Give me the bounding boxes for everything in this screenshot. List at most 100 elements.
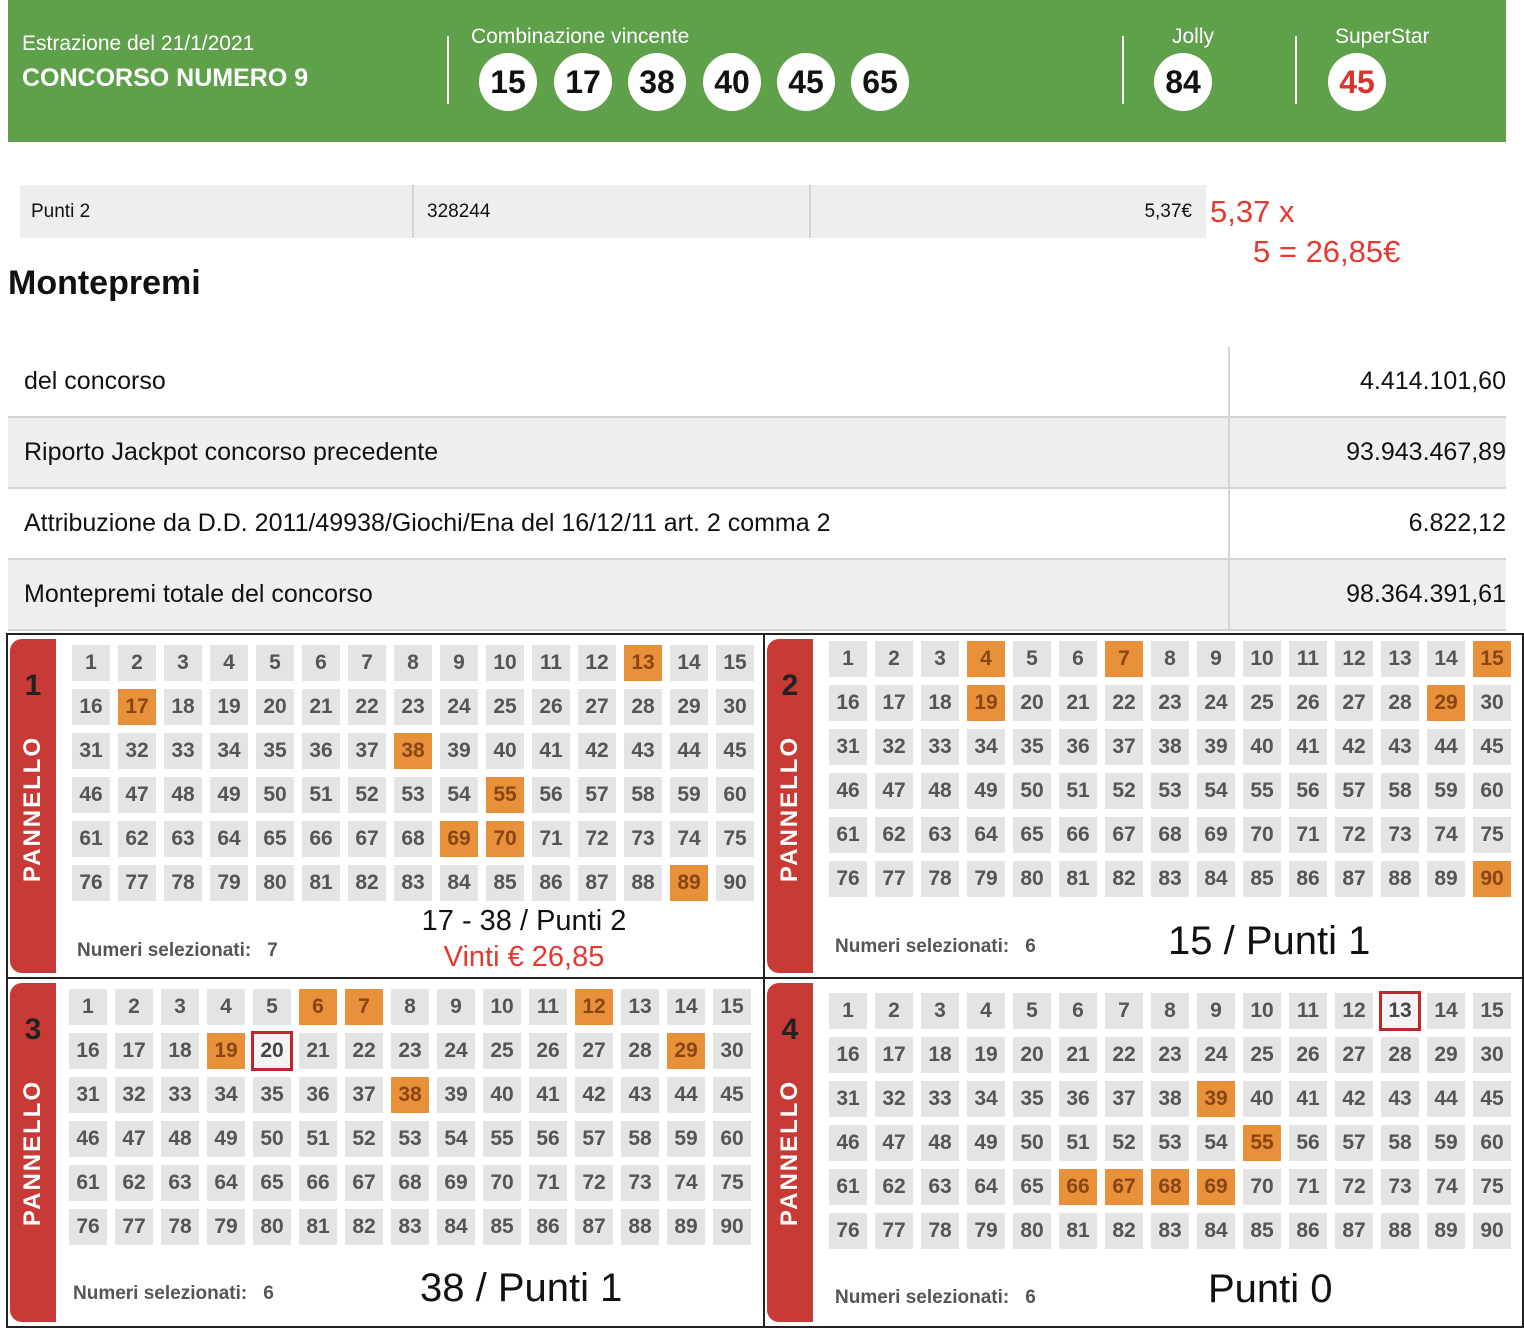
number-cell[interactable]: 62 [118, 821, 156, 857]
number-cell[interactable]: 68 [1151, 817, 1189, 853]
number-cell-selected[interactable]: 68 [1151, 1169, 1189, 1205]
number-cell[interactable]: 9 [1197, 641, 1235, 677]
number-cell[interactable]: 67 [345, 1165, 383, 1201]
number-cell[interactable]: 27 [578, 689, 616, 725]
number-cell[interactable]: 88 [624, 865, 662, 901]
number-cell[interactable]: 12 [1335, 641, 1373, 677]
number-cell[interactable]: 78 [161, 1209, 199, 1245]
number-cell[interactable]: 86 [1289, 861, 1327, 897]
number-cell[interactable]: 24 [437, 1033, 475, 1069]
number-cell-selected[interactable]: 90 [1473, 861, 1511, 897]
number-cell[interactable]: 65 [256, 821, 294, 857]
number-cell[interactable]: 33 [921, 1081, 959, 1117]
number-cell-selected[interactable]: 67 [1105, 1169, 1143, 1205]
number-cell[interactable]: 45 [1473, 729, 1511, 765]
number-cell[interactable]: 89 [1427, 861, 1465, 897]
number-cell[interactable]: 52 [345, 1121, 383, 1157]
number-cell[interactable]: 54 [1197, 1125, 1235, 1161]
number-cell[interactable]: 32 [118, 733, 156, 769]
number-cell[interactable]: 63 [161, 1165, 199, 1201]
number-cell[interactable]: 51 [1059, 773, 1097, 809]
number-cell[interactable]: 66 [1059, 817, 1097, 853]
number-cell[interactable]: 31 [829, 729, 867, 765]
number-cell[interactable]: 26 [1289, 685, 1327, 721]
number-cell[interactable]: 55 [483, 1121, 521, 1157]
number-cell[interactable]: 6 [1059, 993, 1097, 1029]
number-cell[interactable]: 43 [621, 1077, 659, 1113]
number-cell[interactable]: 1 [829, 641, 867, 677]
number-cell[interactable]: 46 [69, 1121, 107, 1157]
number-cell[interactable]: 73 [624, 821, 662, 857]
number-cell[interactable]: 70 [1243, 1169, 1281, 1205]
number-cell[interactable]: 32 [115, 1077, 153, 1113]
number-cell[interactable]: 39 [440, 733, 478, 769]
number-cell[interactable]: 14 [1427, 641, 1465, 677]
number-cell[interactable]: 62 [875, 1169, 913, 1205]
number-cell-highlighted[interactable]: 13 [1379, 991, 1421, 1031]
number-cell[interactable]: 15 [716, 645, 754, 681]
number-cell[interactable]: 42 [1335, 729, 1373, 765]
number-cell[interactable]: 56 [1289, 1125, 1327, 1161]
number-cell[interactable]: 52 [1105, 773, 1143, 809]
number-cell[interactable]: 1 [829, 993, 867, 1029]
number-cell[interactable]: 11 [529, 989, 567, 1025]
number-cell[interactable]: 76 [829, 1213, 867, 1249]
number-cell[interactable]: 61 [69, 1165, 107, 1201]
number-cell[interactable]: 47 [118, 777, 156, 813]
number-cell[interactable]: 50 [1013, 1125, 1051, 1161]
number-cell[interactable]: 72 [578, 821, 616, 857]
number-cell[interactable]: 79 [967, 861, 1005, 897]
number-cell[interactable]: 42 [575, 1077, 613, 1113]
number-cell-selected[interactable]: 7 [345, 989, 383, 1025]
number-cell[interactable]: 88 [621, 1209, 659, 1245]
number-cell-selected[interactable]: 12 [575, 989, 613, 1025]
number-cell[interactable]: 42 [578, 733, 616, 769]
number-cell[interactable]: 77 [118, 865, 156, 901]
number-cell[interactable]: 26 [532, 689, 570, 725]
number-cell-selected[interactable]: 17 [118, 689, 156, 725]
number-cell[interactable]: 77 [875, 1213, 913, 1249]
number-cell[interactable]: 75 [716, 821, 754, 857]
number-cell[interactable]: 8 [1151, 641, 1189, 677]
number-cell[interactable]: 66 [302, 821, 340, 857]
number-cell[interactable]: 70 [1243, 817, 1281, 853]
number-cell[interactable]: 1 [72, 645, 110, 681]
number-cell[interactable]: 37 [348, 733, 386, 769]
number-cell[interactable]: 20 [256, 689, 294, 725]
number-cell[interactable]: 66 [299, 1165, 337, 1201]
number-cell[interactable]: 34 [207, 1077, 245, 1113]
number-cell[interactable]: 60 [1473, 773, 1511, 809]
number-cell[interactable]: 28 [1381, 685, 1419, 721]
number-cell[interactable]: 3 [164, 645, 202, 681]
number-cell[interactable]: 83 [1151, 861, 1189, 897]
number-cell[interactable]: 68 [394, 821, 432, 857]
number-cell[interactable]: 65 [1013, 1169, 1051, 1205]
number-cell[interactable]: 49 [967, 1125, 1005, 1161]
number-cell[interactable]: 60 [716, 777, 754, 813]
number-cell[interactable]: 12 [1335, 993, 1373, 1029]
number-cell[interactable]: 82 [1105, 1213, 1143, 1249]
number-cell[interactable]: 39 [437, 1077, 475, 1113]
number-cell[interactable]: 84 [437, 1209, 475, 1245]
number-cell[interactable]: 6 [302, 645, 340, 681]
number-cell[interactable]: 69 [437, 1165, 475, 1201]
number-cell[interactable]: 86 [1289, 1213, 1327, 1249]
number-cell[interactable]: 2 [115, 989, 153, 1025]
number-cell[interactable]: 80 [256, 865, 294, 901]
number-cell[interactable]: 22 [348, 689, 386, 725]
number-cell[interactable]: 56 [532, 777, 570, 813]
number-cell[interactable]: 35 [1013, 1081, 1051, 1117]
number-cell[interactable]: 24 [1197, 685, 1235, 721]
number-cell[interactable]: 81 [1059, 861, 1097, 897]
number-cell[interactable]: 51 [299, 1121, 337, 1157]
number-cell[interactable]: 38 [1151, 1081, 1189, 1117]
number-cell[interactable]: 1 [69, 989, 107, 1025]
number-cell[interactable]: 75 [1473, 1169, 1511, 1205]
number-cell[interactable]: 57 [1335, 1125, 1373, 1161]
number-cell[interactable]: 74 [1427, 1169, 1465, 1205]
number-cell[interactable]: 83 [394, 865, 432, 901]
number-cell[interactable]: 48 [921, 1125, 959, 1161]
number-cell[interactable]: 30 [1473, 685, 1511, 721]
number-cell[interactable]: 53 [391, 1121, 429, 1157]
number-cell[interactable]: 10 [1243, 641, 1281, 677]
